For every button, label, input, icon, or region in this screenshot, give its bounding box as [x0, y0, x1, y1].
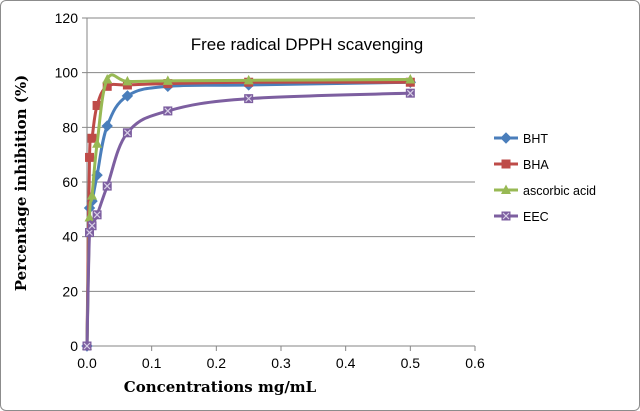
x-tick-label: 0.0	[77, 355, 97, 371]
x-tick-label: 0.6	[465, 355, 485, 371]
data-point	[405, 88, 415, 98]
legend-entry: ascorbic acid	[494, 184, 596, 198]
data-point	[85, 152, 95, 162]
legend-label: BHT	[523, 132, 548, 146]
series-line	[85, 80, 411, 347]
data-point	[92, 138, 103, 148]
x-axis-ticks: 0.0 0.1 0.2 0.3 0.4 0.5 0.6	[77, 346, 485, 371]
chart-title: Free radical DPPH scavenging	[191, 35, 423, 54]
y-tick-label: 0	[70, 338, 78, 354]
legend-swatch-marker	[501, 159, 511, 169]
y-axis-label: Percentage inhibition (%)	[12, 75, 30, 291]
series-line	[85, 91, 411, 347]
legend-label: EEC	[523, 210, 549, 224]
x-tick-label: 0.4	[336, 355, 356, 371]
data-point	[92, 100, 102, 110]
legend-label: BHA	[523, 158, 549, 172]
series-bha	[82, 77, 415, 351]
legend-entry: BHA	[494, 158, 549, 172]
x-axis-label: Concentrations mg/mL	[124, 378, 317, 396]
data-point	[102, 74, 113, 84]
data-point	[162, 75, 173, 85]
x-tick-label: 0.5	[401, 355, 421, 371]
data-point	[87, 221, 97, 231]
x-tick-label: 0.2	[207, 355, 227, 371]
y-axis-ticks: 0 20 40 60 80 100 120	[55, 10, 87, 354]
series-line	[85, 73, 411, 347]
legend-swatch-marker	[500, 132, 512, 144]
data-point	[122, 128, 132, 138]
data-point	[163, 106, 173, 116]
data-point	[101, 120, 113, 132]
data-point	[244, 94, 254, 104]
data-point	[102, 181, 112, 191]
data-point	[85, 228, 95, 238]
y-tick-label: 40	[62, 229, 78, 245]
data-point	[121, 90, 134, 102]
series-line	[85, 80, 411, 347]
data-point	[92, 210, 102, 220]
data-point	[87, 190, 98, 200]
data-point	[243, 74, 254, 85]
x-tick-label: 0.1	[142, 355, 162, 371]
y-tick-label: 100	[55, 65, 79, 81]
gridlines	[87, 17, 475, 292]
legend-label: ascorbic acid	[523, 184, 596, 198]
series-eec	[82, 88, 415, 351]
legend-entry: EEC	[494, 210, 549, 224]
legend-swatch-marker	[501, 211, 511, 221]
legend: BHT BHA ascorbic acid EEC	[494, 132, 596, 224]
y-tick-label: 120	[55, 10, 79, 26]
data-point	[122, 75, 133, 86]
series-ascorbic-acid	[82, 73, 416, 350]
data-point	[405, 74, 416, 84]
legend-swatch-marker	[501, 184, 511, 194]
data-point	[84, 212, 95, 222]
y-tick-label: 80	[62, 119, 78, 135]
y-tick-label: 60	[62, 174, 78, 190]
y-tick-label: 20	[62, 283, 78, 299]
x-tick-label: 0.3	[271, 355, 291, 371]
data-point	[102, 81, 112, 91]
series-group	[81, 73, 417, 352]
legend-entry: BHT	[494, 132, 548, 146]
data-point	[82, 341, 92, 351]
series-bht	[81, 76, 417, 352]
data-point	[87, 133, 97, 143]
